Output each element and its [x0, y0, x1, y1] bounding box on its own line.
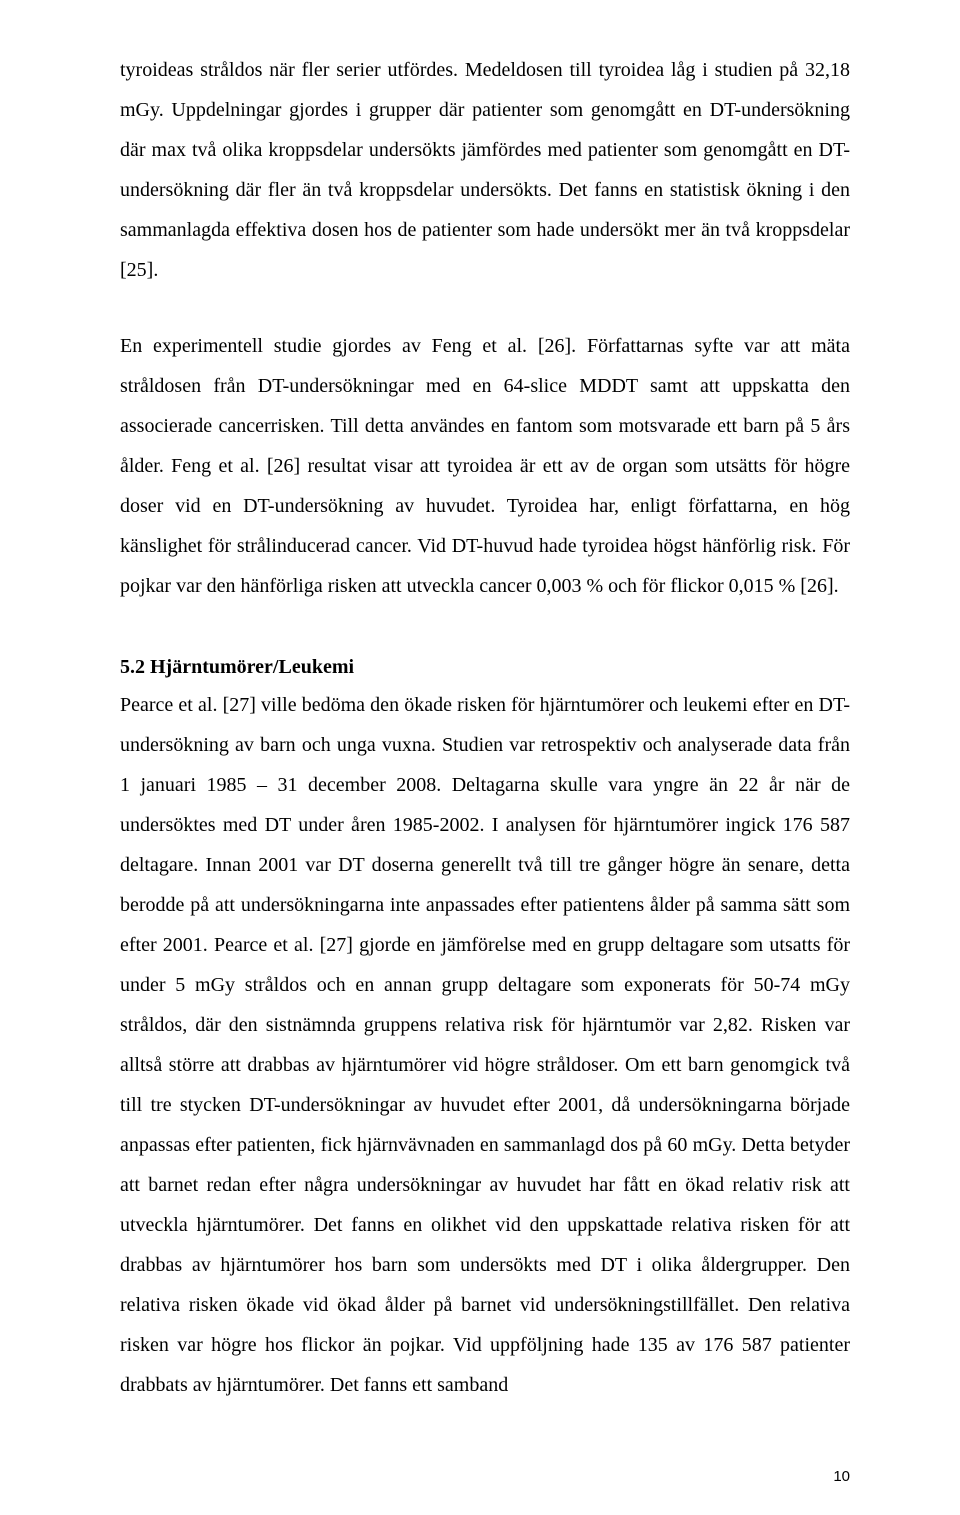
document-page: tyroideas stråldos när fler serier utför… — [0, 0, 960, 1515]
body-paragraph-1: tyroideas stråldos när fler serier utför… — [120, 50, 850, 290]
body-paragraph-3: Pearce et al. [27] ville bedöma den ökad… — [120, 685, 850, 1405]
page-number: 10 — [833, 1468, 850, 1485]
body-paragraph-2: En experimentell studie gjordes av Feng … — [120, 326, 850, 606]
section-heading-5-2: 5.2 Hjärntumörer/Leukemi — [120, 656, 850, 679]
